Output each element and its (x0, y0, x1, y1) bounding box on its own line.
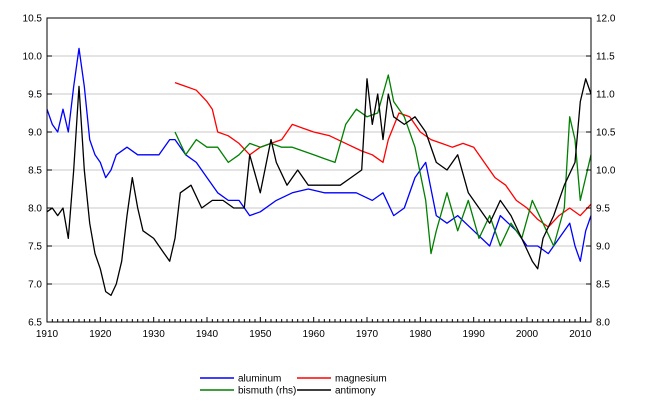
x-tick-label: 1980 (409, 329, 432, 340)
y-left-tick-label: 7.5 (28, 242, 42, 253)
y-right-tick-label: 9.0 (596, 242, 610, 253)
series-line-magnesium (174, 81, 592, 228)
legend-label-aluminum: aluminum (238, 374, 281, 385)
x-axis: 1910 1920 1930 1940 1950 1960 1970 1980 1990 2000… (36, 317, 592, 340)
x-tick-label: 1970 (356, 329, 379, 340)
x-tick-label: 1910 (36, 329, 59, 340)
y-right-tick-label: 10.0 (596, 166, 616, 177)
x-tick-label: 1940 (196, 329, 219, 340)
series-line-bismuth-rhs (174, 74, 592, 255)
y-left-tick-label: 8.0 (28, 204, 42, 215)
legend-label-bismuth-rhs: bismuth (rhs) (238, 386, 296, 397)
y-left-tick-label: 8.5 (28, 166, 42, 177)
y-left-tick-label: 7.0 (28, 280, 42, 291)
series-line-aluminum (46, 47, 592, 262)
y-right-tick-label: 11.0 (596, 90, 615, 101)
y-right-tick-label: 10.5 (596, 128, 616, 139)
left-y-axis: 6.5 7.0 7.5 8.0 8.5 9.0 9.5 10.0 10.5 (23, 14, 52, 329)
right-y-axis: 8.0 8.5 9.0 9.5 10.0 10.5 11.0 11.5 12.0 (586, 14, 616, 329)
y-left-tick-label: 10.5 (23, 14, 43, 25)
x-tick-label: 1960 (303, 329, 326, 340)
series-line-antimony (46, 78, 592, 297)
y-left-tick-label: 10.0 (23, 52, 43, 63)
y-right-tick-label: 9.5 (596, 204, 610, 215)
x-tick-label: 2000 (516, 329, 539, 340)
x-tick-label: 1950 (249, 329, 272, 340)
y-left-tick-label: 9.5 (28, 90, 42, 101)
legend-label-magnesium: magnesium (335, 374, 387, 385)
series-lines (46, 47, 592, 297)
x-tick-label: 1990 (463, 329, 486, 340)
x-tick-label: 1920 (89, 329, 112, 340)
y-right-tick-label: 8.0 (596, 318, 610, 329)
y-right-tick-label: 11.5 (596, 52, 615, 63)
y-right-tick-label: 12.0 (596, 14, 616, 25)
y-left-tick-label: 6.5 (28, 318, 42, 329)
x-tick-label: 1930 (143, 329, 166, 340)
y-right-tick-label: 8.5 (596, 280, 610, 291)
legend-label-antimony: antimony (335, 386, 376, 397)
legend: aluminum magnesium bismuth (rhs) antimony (200, 374, 387, 397)
x-tick-label: 2010 (569, 329, 592, 340)
grid-lines (47, 55, 591, 285)
y-left-tick-label: 9.0 (28, 128, 42, 139)
